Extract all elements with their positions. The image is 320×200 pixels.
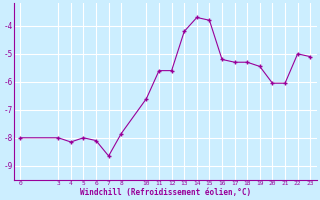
X-axis label: Windchill (Refroidissement éolien,°C): Windchill (Refroidissement éolien,°C) (80, 188, 251, 197)
